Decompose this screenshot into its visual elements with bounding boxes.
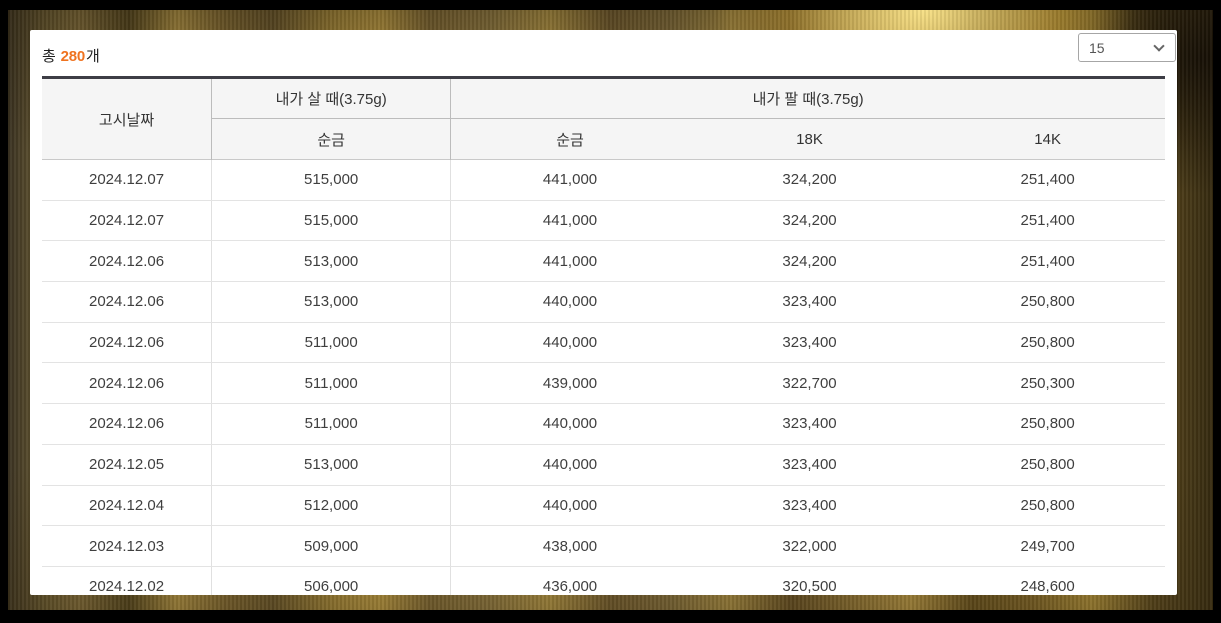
cell-buy-pure: 506,000 — [211, 566, 452, 595]
table-row: 2024.12.06 513,000 441,000 324,200 251,4… — [42, 240, 1165, 283]
table-row: 2024.12.06 511,000 439,000 322,700 250,3… — [42, 362, 1165, 405]
column-header-sell-group: 내가 팔 때(3.75g) — [450, 77, 1165, 119]
cell-sell-14k: 250,800 — [930, 322, 1165, 364]
cell-sell-14k: 250,800 — [930, 485, 1165, 527]
cell-date: 2024.12.03 — [42, 525, 213, 567]
total-suffix: 개 — [86, 48, 100, 65]
cell-sell-14k: 250,800 — [930, 444, 1165, 486]
cell-date: 2024.12.06 — [42, 240, 213, 283]
cell-date: 2024.12.02 — [42, 566, 213, 595]
cell-buy-pure: 515,000 — [211, 159, 452, 201]
total-count-label: 총 280개 — [42, 45, 100, 66]
cell-sell-18k: 324,200 — [688, 159, 931, 201]
cell-sell-pure: 440,000 — [450, 485, 689, 527]
cell-sell-pure: 436,000 — [450, 566, 689, 595]
cell-sell-18k: 323,400 — [688, 444, 931, 486]
cell-sell-pure: 440,000 — [450, 444, 689, 486]
cell-sell-18k: 323,400 — [688, 485, 931, 527]
cell-sell-18k: 324,200 — [688, 200, 931, 242]
cell-sell-14k: 250,300 — [930, 362, 1165, 405]
cell-sell-14k: 249,700 — [930, 525, 1165, 567]
cell-buy-pure: 513,000 — [211, 240, 452, 283]
cell-sell-pure: 440,000 — [450, 322, 689, 364]
table-row: 2024.12.05 513,000 440,000 323,400 250,8… — [42, 444, 1165, 486]
table-row: 2024.12.02 506,000 436,000 320,500 248,6… — [42, 566, 1165, 595]
cell-sell-18k: 323,400 — [688, 403, 931, 445]
column-header-sell-pure: 순금 — [450, 118, 689, 160]
column-header-buy-pure: 순금 — [211, 118, 452, 160]
cell-date: 2024.12.06 — [42, 403, 213, 445]
column-header-sell-14k: 14K — [930, 118, 1165, 160]
cell-sell-18k: 322,000 — [688, 525, 931, 567]
cell-buy-pure: 511,000 — [211, 403, 452, 445]
cell-buy-pure: 511,000 — [211, 322, 452, 364]
cell-sell-18k: 323,400 — [688, 281, 931, 323]
page-size-selected-value: 15 — [1089, 39, 1105, 56]
cell-date: 2024.12.07 — [42, 200, 213, 242]
cell-sell-pure: 441,000 — [450, 159, 689, 201]
cell-sell-pure: 440,000 — [450, 403, 689, 445]
total-count-value: 280 — [60, 48, 86, 65]
cell-buy-pure: 509,000 — [211, 525, 452, 567]
cell-date: 2024.12.06 — [42, 322, 213, 364]
cell-sell-pure: 438,000 — [450, 525, 689, 567]
table-header: 고시날짜 내가 살 때(3.75g) 내가 팔 때(3.75g) 순금 순금 1… — [42, 77, 1165, 160]
gold-price-table: 고시날짜 내가 살 때(3.75g) 내가 팔 때(3.75g) 순금 순금 1… — [42, 76, 1165, 595]
cell-date: 2024.12.06 — [42, 362, 213, 405]
cell-sell-18k: 324,200 — [688, 240, 931, 283]
total-prefix: 총 — [42, 48, 60, 65]
cell-sell-18k: 322,700 — [688, 362, 931, 405]
cell-sell-18k: 323,400 — [688, 322, 931, 364]
cell-sell-14k: 251,400 — [930, 200, 1165, 242]
cell-date: 2024.12.05 — [42, 444, 213, 486]
cell-date: 2024.12.06 — [42, 281, 213, 323]
cell-sell-pure: 439,000 — [450, 362, 689, 405]
cell-buy-pure: 512,000 — [211, 485, 452, 527]
column-header-sell-18k: 18K — [688, 118, 931, 160]
table-row: 2024.12.06 511,000 440,000 323,400 250,8… — [42, 322, 1165, 364]
cell-sell-14k: 251,400 — [930, 159, 1165, 201]
cell-date: 2024.12.04 — [42, 485, 213, 527]
cell-sell-14k: 250,800 — [930, 281, 1165, 323]
chevron-down-icon — [1153, 39, 1165, 52]
cell-buy-pure: 513,000 — [211, 281, 452, 323]
table-row: 2024.12.03 509,000 438,000 322,000 249,7… — [42, 525, 1165, 567]
column-header-buy-group: 내가 살 때(3.75g) — [211, 77, 452, 119]
cell-sell-pure: 440,000 — [450, 281, 689, 323]
card-header: 총 280개 15 — [30, 30, 1177, 76]
cell-buy-pure: 515,000 — [211, 200, 452, 242]
table-row: 2024.12.06 511,000 440,000 323,400 250,8… — [42, 403, 1165, 445]
cell-date: 2024.12.07 — [42, 159, 213, 201]
table-row: 2024.12.07 515,000 441,000 324,200 251,4… — [42, 159, 1165, 201]
cell-sell-18k: 320,500 — [688, 566, 931, 595]
cell-sell-14k: 250,800 — [930, 403, 1165, 445]
cell-sell-14k: 251,400 — [930, 240, 1165, 283]
table-row: 2024.12.06 513,000 440,000 323,400 250,8… — [42, 281, 1165, 323]
column-header-date: 고시날짜 — [42, 77, 213, 160]
table-body: 2024.12.07 515,000 441,000 324,200 251,4… — [42, 159, 1165, 595]
price-table-card: 총 280개 15 고시날짜 내가 살 때(3.75g) 내가 팔 때(3.75… — [30, 30, 1177, 595]
cell-sell-14k: 248,600 — [930, 566, 1165, 595]
table-row: 2024.12.07 515,000 441,000 324,200 251,4… — [42, 200, 1165, 242]
cell-sell-pure: 441,000 — [450, 240, 689, 283]
cell-buy-pure: 511,000 — [211, 362, 452, 405]
table-row: 2024.12.04 512,000 440,000 323,400 250,8… — [42, 485, 1165, 527]
cell-sell-pure: 441,000 — [450, 200, 689, 242]
cell-buy-pure: 513,000 — [211, 444, 452, 486]
page-size-select[interactable]: 15 — [1078, 33, 1176, 62]
